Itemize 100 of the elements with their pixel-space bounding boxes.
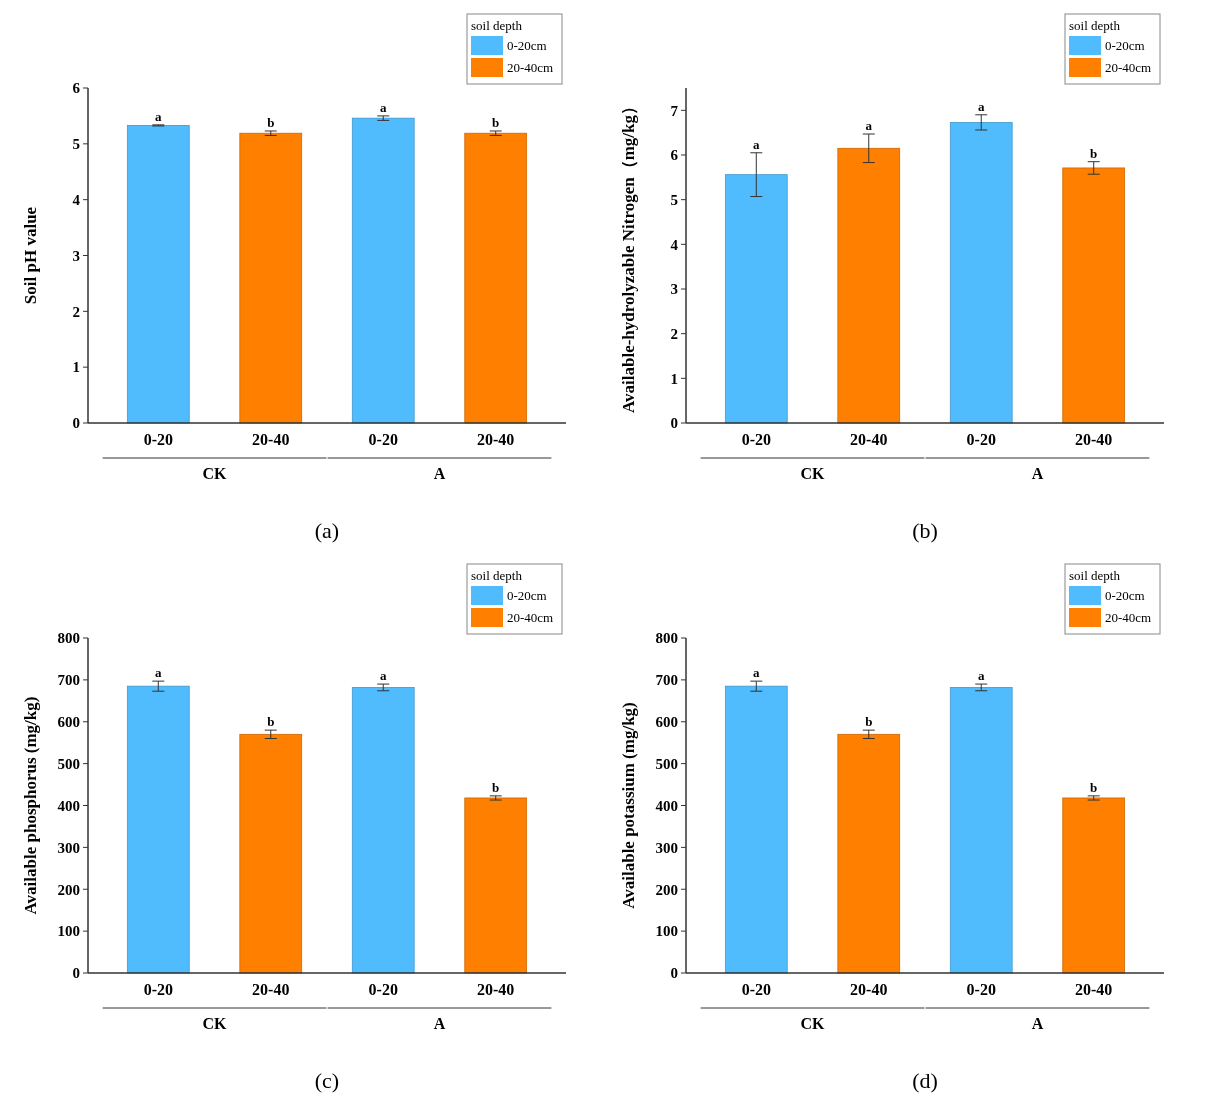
x-tick-label: 0-20 — [368, 431, 398, 448]
y-tick-label: 4 — [72, 191, 81, 208]
y-tick-label: 6 — [670, 147, 679, 164]
y-tick-label: 500 — [655, 755, 678, 772]
y-tick-label: 2 — [72, 303, 80, 320]
y-tick-label: 1 — [670, 370, 678, 387]
x-tick-label: 0-20 — [966, 981, 996, 998]
bar — [239, 733, 303, 974]
data-label: b — [1090, 145, 1098, 161]
data-label: a — [379, 99, 387, 115]
y-tick-label: 700 — [57, 672, 80, 689]
text: A — [433, 465, 446, 482]
x-tick-label: 0-20 — [966, 431, 996, 448]
y-tick-label: 7 — [670, 102, 679, 119]
y-tick-label: 0 — [670, 965, 678, 982]
legend-label: 20-40cm — [1105, 60, 1152, 75]
y-tick-label: 4 — [670, 236, 679, 253]
x-tick-label: 0-20 — [368, 981, 398, 998]
y-axis-title: Available phosphorus (mg/kg) — [21, 696, 40, 915]
data-label: b — [492, 779, 500, 795]
text: (c) — [314, 1068, 340, 1093]
legend-label: 20-40cm — [507, 60, 554, 75]
y-tick-label: 400 — [655, 797, 678, 814]
y-tick-label: 3 — [670, 281, 678, 298]
x-tick-label: 20-40 — [850, 431, 888, 448]
bar — [1062, 167, 1126, 424]
x-tick-label: 20-40 — [477, 981, 515, 998]
legend-title: soil depth — [1069, 18, 1121, 33]
y-tick-label: 0 — [670, 415, 678, 432]
data-label: a — [155, 665, 163, 681]
y-tick-label: 100 — [57, 923, 80, 940]
text: (d) — [912, 1068, 938, 1093]
x-tick-label: 20-40 — [850, 981, 888, 998]
data-label: b — [267, 114, 275, 130]
data-label: b — [1090, 779, 1098, 795]
x-tick-label: 20-40 — [252, 981, 290, 998]
x-tick-label: 20-40 — [252, 431, 290, 448]
y-tick-label: 700 — [655, 672, 678, 689]
legend-label: 0-20cm — [1105, 38, 1145, 53]
legend-label: 0-20cm — [1105, 588, 1145, 603]
x-tick-label: 20-40 — [477, 431, 515, 448]
x-tick-label: 0-20 — [741, 431, 771, 448]
data-label: a — [379, 668, 387, 684]
y-tick-label: 200 — [57, 881, 80, 898]
legend-label: 20-40cm — [507, 610, 554, 625]
bar — [351, 687, 415, 974]
y-tick-label: 200 — [655, 881, 678, 898]
y-tick-label: 1 — [72, 359, 80, 376]
bar — [464, 797, 528, 974]
bar — [949, 687, 1013, 974]
y-tick-label: 2 — [670, 325, 678, 342]
data-label: a — [977, 98, 985, 114]
y-tick-label: 300 — [655, 839, 678, 856]
bar — [1062, 797, 1126, 974]
data-label: b — [865, 714, 873, 730]
y-axis-title: Soil pH value — [21, 206, 40, 305]
text: CK — [202, 465, 228, 482]
y-tick-label: 5 — [72, 136, 80, 153]
text: A — [433, 1015, 446, 1032]
text: (a) — [314, 518, 340, 543]
data-label: a — [753, 136, 761, 152]
y-axis-title: Available-hydrolyzable Nitrogen（mg/kg） — [619, 98, 638, 413]
legend-label: 20-40cm — [1105, 610, 1152, 625]
y-tick-label: 5 — [670, 191, 678, 208]
y-tick-label: 3 — [72, 247, 80, 264]
y-axis-title: Available potassium (mg/kg) — [619, 702, 638, 909]
text: A — [1031, 465, 1044, 482]
legend-title: soil depth — [471, 18, 523, 33]
data-label: b — [267, 714, 275, 730]
text: A — [1031, 1015, 1044, 1032]
data-label: a — [155, 108, 163, 124]
bar — [126, 685, 190, 974]
legend-label: 0-20cm — [507, 38, 547, 53]
bar — [837, 147, 901, 424]
bar — [724, 174, 788, 424]
text: CK — [800, 465, 826, 482]
y-tick-label: 300 — [57, 839, 80, 856]
y-tick-label: 800 — [655, 630, 678, 647]
legend-title: soil depth — [1069, 568, 1121, 583]
x-tick-label: 0-20 — [143, 981, 173, 998]
legend-title: soil depth — [471, 568, 523, 583]
x-tick-label: 0-20 — [741, 981, 771, 998]
y-tick-label: 500 — [57, 755, 80, 772]
y-tick-label: 6 — [72, 80, 81, 97]
y-tick-label: 600 — [655, 714, 678, 730]
data-label: b — [492, 114, 500, 130]
text: (b) — [912, 518, 938, 543]
y-tick-label: 800 — [57, 630, 80, 647]
x-tick-label: 0-20 — [143, 431, 173, 448]
y-tick-label: 0 — [72, 415, 80, 432]
y-tick-label: 100 — [655, 923, 678, 940]
bar — [724, 685, 788, 974]
data-label: a — [977, 668, 985, 684]
data-label: a — [753, 665, 761, 681]
y-tick-label: 400 — [57, 797, 80, 814]
bar — [837, 733, 901, 974]
data-label: a — [865, 118, 873, 134]
legend-label: 0-20cm — [507, 588, 547, 603]
x-tick-label: 20-40 — [1075, 431, 1113, 448]
y-tick-label: 0 — [72, 965, 80, 982]
